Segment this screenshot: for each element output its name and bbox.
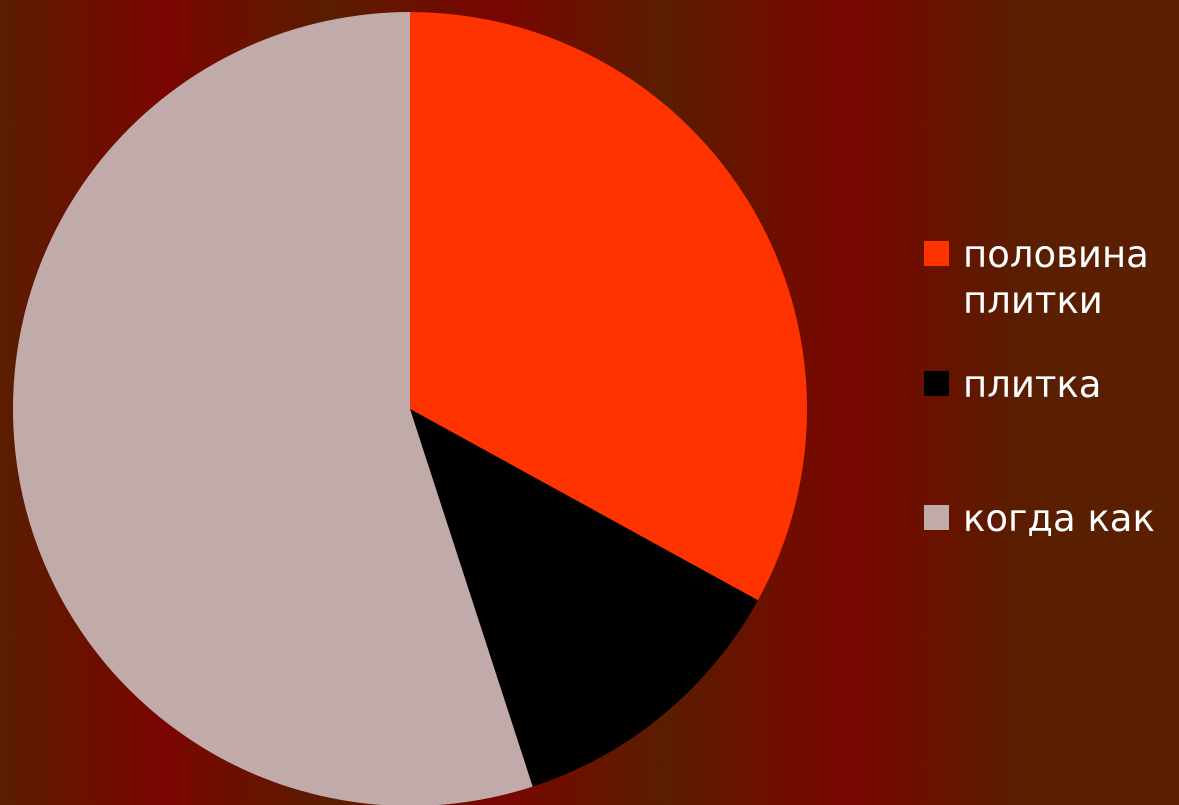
legend-swatch-sometimes	[924, 505, 949, 530]
pie-slice-half-tile	[410, 12, 807, 601]
legend-label-tile: плитка	[963, 363, 1102, 406]
legend-item-sometimes: когда как	[924, 496, 1179, 542]
pie-slice-sometimes	[13, 12, 533, 805]
pie-slice-tile	[410, 409, 758, 787]
legend-label-sometimes: когда как	[963, 497, 1155, 540]
legend-swatch-half-tile	[924, 241, 949, 266]
legend-label-half-tile: половина плитки	[963, 233, 1149, 322]
legend-item-half-tile: половина плитки	[924, 232, 1179, 324]
pie-chart	[13, 12, 807, 805]
legend-item-tile: плитка	[924, 362, 1179, 408]
legend-swatch-tile	[924, 371, 949, 396]
